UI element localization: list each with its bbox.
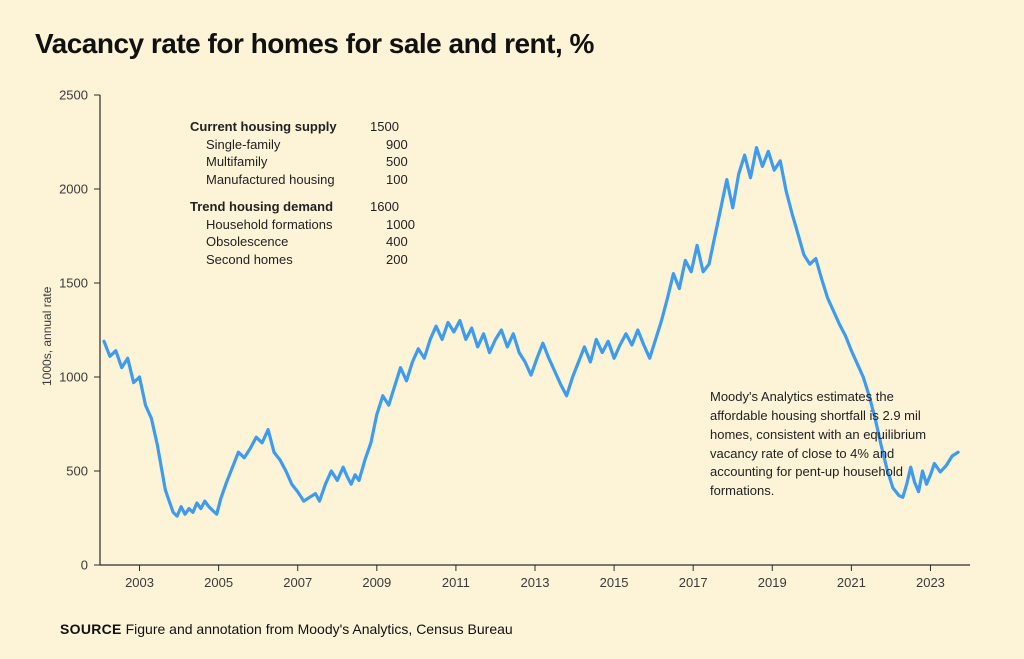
annotation-table-header: Trend housing demand1600 — [190, 198, 436, 216]
x-tick-label: 2007 — [283, 575, 312, 590]
annotation-table-header: Current housing supply1500 — [190, 118, 436, 136]
chart-container: Vacancy rate for homes for sale and rent… — [0, 0, 1024, 659]
x-tick-label: 2017 — [679, 575, 708, 590]
x-tick-label: 2003 — [125, 575, 154, 590]
annotation-table-row: Single-family900 — [190, 136, 436, 154]
x-tick-label: 2005 — [204, 575, 233, 590]
annotation-table-row: Manufactured housing100 — [190, 171, 436, 189]
x-tick-label: 2023 — [916, 575, 945, 590]
x-tick-label: 2015 — [600, 575, 629, 590]
annotation-note: Moody's Analytics estimates the affordab… — [710, 388, 930, 501]
annotation-table-row: Multifamily500 — [190, 153, 436, 171]
source-line: SOURCE Figure and annotation from Moody'… — [60, 621, 513, 637]
x-tick-label: 2011 — [442, 575, 470, 590]
y-tick-label: 1000 — [48, 370, 88, 385]
y-tick-label: 500 — [48, 464, 88, 479]
y-tick-label: 1500 — [48, 276, 88, 291]
source-label: SOURCE — [60, 621, 122, 637]
annotation-table-row: Second homes200 — [190, 251, 436, 269]
y-tick-label: 0 — [48, 558, 88, 573]
chart-svg — [0, 0, 1024, 659]
y-tick-label: 2000 — [48, 182, 88, 197]
annotation-table-row: Household formations1000 — [190, 216, 436, 234]
annotation-table: Current housing supply1500Single-family9… — [190, 118, 436, 268]
x-tick-label: 2019 — [758, 575, 787, 590]
source-text: Figure and annotation from Moody's Analy… — [126, 621, 513, 637]
x-tick-label: 2009 — [362, 575, 391, 590]
annotation-table-row: Obsolescence400 — [190, 233, 436, 251]
y-tick-label: 2500 — [48, 88, 88, 103]
x-tick-label: 2021 — [837, 575, 866, 590]
x-tick-label: 2013 — [521, 575, 550, 590]
